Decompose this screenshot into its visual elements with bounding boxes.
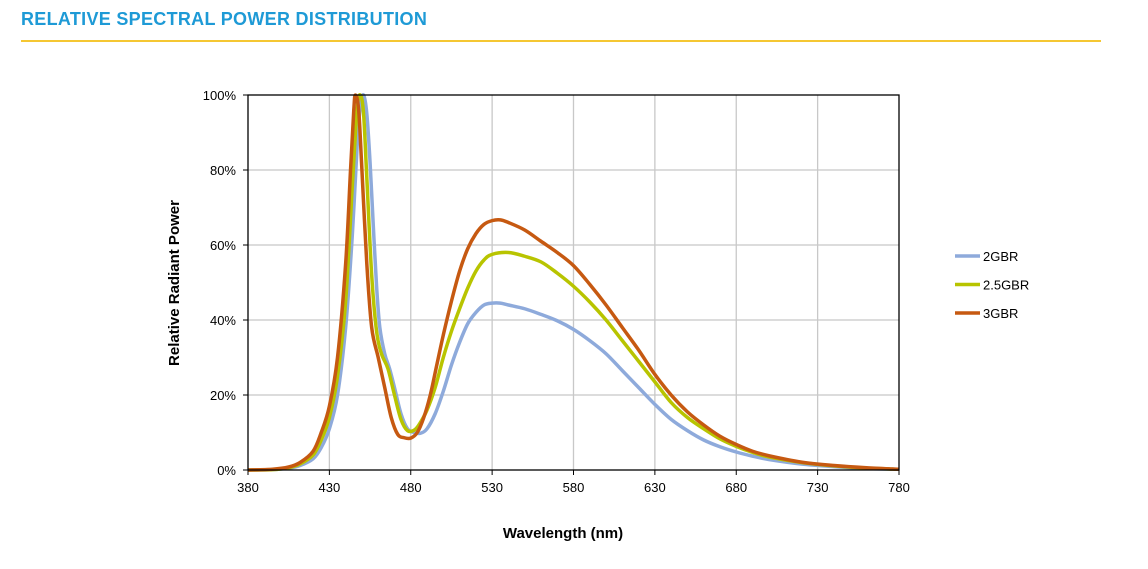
y-tick-label: 80% [210, 163, 236, 178]
y-tick-label: 20% [210, 388, 236, 403]
title-rule [21, 40, 1101, 42]
y-tick-label: 40% [210, 313, 236, 328]
x-tick-label: 480 [400, 480, 422, 495]
y-tick-label: 100% [203, 88, 237, 103]
legend: 2GBR 2.5GBR 3GBR [955, 249, 1029, 321]
x-tick-label: 630 [644, 480, 666, 495]
series-line-2.5GBR [247, 93, 900, 472]
series-line-2GBR [247, 93, 900, 472]
x-tick-label: 380 [237, 480, 259, 495]
x-tick-label: 780 [888, 480, 910, 495]
x-axis-label: Wavelength (nm) [503, 525, 623, 542]
legend-label: 3GBR [983, 306, 1018, 321]
grid-lines [248, 95, 899, 470]
x-tick-label: 430 [319, 480, 341, 495]
axes: 380 430 480 530 580 630 680 730 780 0% 20% 40% 60% 80… [203, 88, 910, 495]
y-tick-label: 60% [210, 238, 236, 253]
series-line-3GBR [247, 93, 900, 472]
y-tick-label: 0% [217, 463, 236, 478]
series-lines [247, 93, 900, 472]
page-title: RELATIVE SPECTRAL POWER DISTRIBUTION [21, 9, 428, 29]
x-tick-label: 730 [807, 480, 829, 495]
plot-border [247, 94, 900, 471]
x-tick-label: 580 [563, 480, 585, 495]
legend-label: 2.5GBR [983, 278, 1029, 293]
x-tick-label: 530 [481, 480, 503, 495]
legend-label: 2GBR [983, 249, 1018, 264]
x-tick-label: 680 [725, 480, 747, 495]
y-axis-label: Relative Radiant Power [166, 200, 183, 366]
